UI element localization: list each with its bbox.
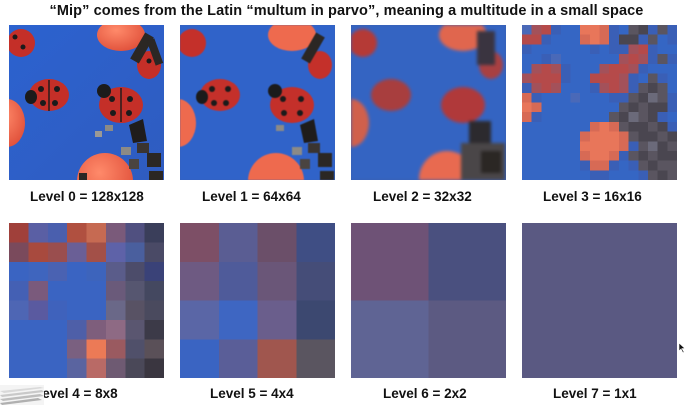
mip-level-7-image (522, 223, 677, 378)
mip-level-4-image (9, 223, 164, 378)
mip-level-1-caption: Level 1 = 64x64 (202, 189, 301, 204)
mip-level-3-caption: Level 3 = 16x16 (543, 189, 642, 204)
slide-title: “Mip” comes from the Latin “multum in pa… (49, 3, 644, 19)
mip-level-7-caption: Level 7 = 1x1 (553, 386, 637, 401)
mip-level-2-caption: Level 2 = 32x32 (373, 189, 472, 204)
mip-level-0-image (9, 25, 164, 180)
mip-level-3-image (522, 25, 677, 180)
mip-level-5-caption: Level 5 = 4x4 (210, 386, 294, 401)
mip-level-4-caption: Level 4 = 8x8 (34, 386, 118, 401)
mip-level-1-image (180, 25, 335, 180)
mip-level-6-image (351, 223, 506, 378)
paper-stack-icon (0, 385, 44, 405)
mip-level-5-image (180, 223, 335, 378)
mip-level-2-image (351, 25, 506, 180)
mip-level-0-caption: Level 0 = 128x128 (30, 189, 144, 204)
mouse-cursor-icon (679, 343, 686, 353)
mip-level-6-caption: Level 6 = 2x2 (383, 386, 467, 401)
